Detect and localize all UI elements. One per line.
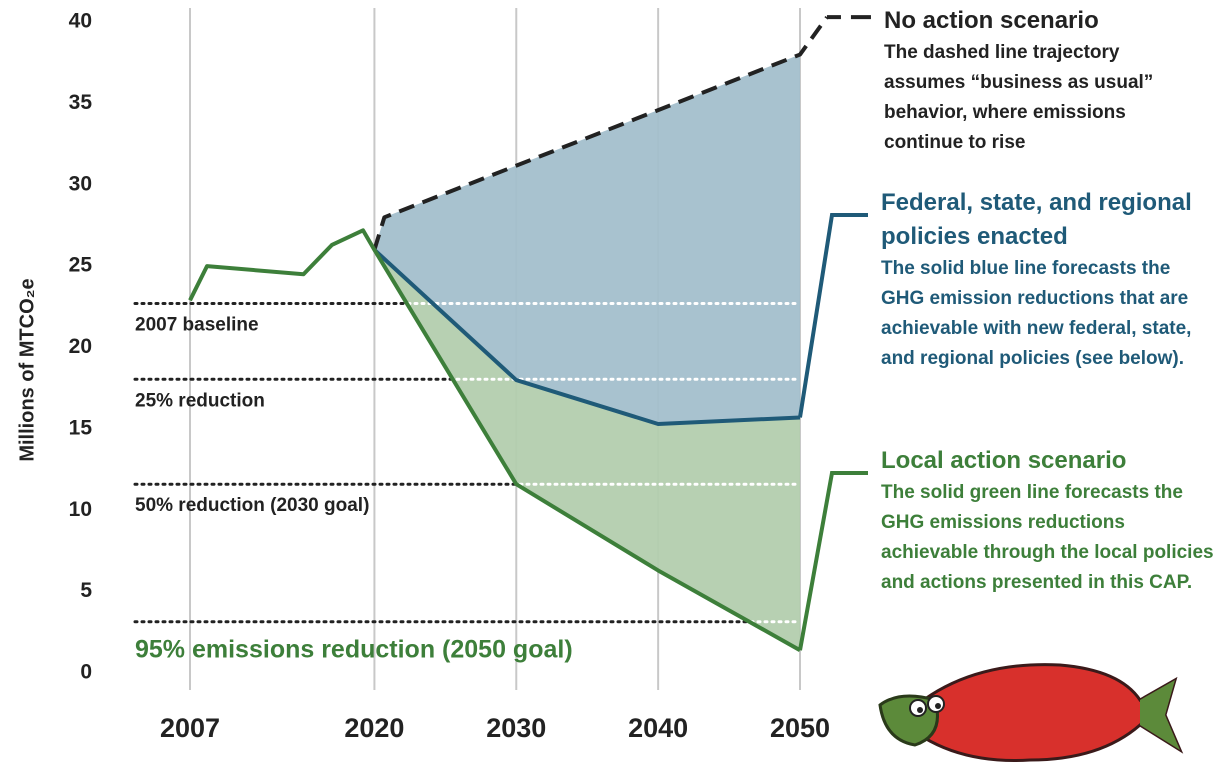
y-tick-label: 40 bbox=[69, 10, 92, 33]
y-tick-label: 35 bbox=[69, 91, 93, 114]
legend-title: Federal, state, and regional policies en… bbox=[881, 186, 1211, 254]
page: Millions of MTCO₂e 0 5 10 15 20 25 30 35 40 2007 2… bbox=[0, 0, 1223, 783]
reference-label: 2007 baseline bbox=[135, 315, 259, 336]
legend-entry: Federal, state, and regional policies en… bbox=[881, 186, 1221, 374]
y-tick-label: 20 bbox=[69, 335, 92, 358]
y-tick-label: 0 bbox=[80, 661, 92, 684]
y-tick-label: 15 bbox=[69, 416, 93, 439]
reference-label: 95% emissions reduction (2050 goal) bbox=[135, 635, 573, 663]
x-tick-label: 2050 bbox=[770, 713, 830, 743]
legend-title: No action scenario bbox=[884, 4, 1223, 38]
y-tick-label: 25 bbox=[69, 254, 93, 277]
connector bbox=[800, 215, 868, 417]
x-tick-label: 2030 bbox=[486, 713, 546, 743]
y-tick-label: 30 bbox=[69, 172, 92, 195]
y-tick-label: 5 bbox=[80, 579, 92, 602]
reference-label: 25% reduction bbox=[135, 390, 265, 411]
x-tick-label: 2020 bbox=[344, 713, 404, 743]
legend-title: Local action scenario bbox=[881, 444, 1221, 478]
area-no-action bbox=[374, 55, 800, 424]
y-axis-title: Millions of MTCO₂e bbox=[16, 278, 38, 461]
y-tick-label: 10 bbox=[69, 498, 92, 521]
reference-label: 50% reduction (2030 goal) bbox=[135, 495, 369, 516]
x-tick-label: 2007 bbox=[160, 713, 220, 743]
legend-description: The dashed line trajectory assumes “busi… bbox=[884, 38, 1184, 158]
connector bbox=[800, 473, 868, 650]
legend-description: The solid blue line forecasts the GHG em… bbox=[881, 254, 1216, 374]
legend-description: The solid green line forecasts the GHG e… bbox=[881, 478, 1216, 598]
x-tick-label: 2040 bbox=[628, 713, 688, 743]
salmon-illustration bbox=[880, 665, 1180, 761]
